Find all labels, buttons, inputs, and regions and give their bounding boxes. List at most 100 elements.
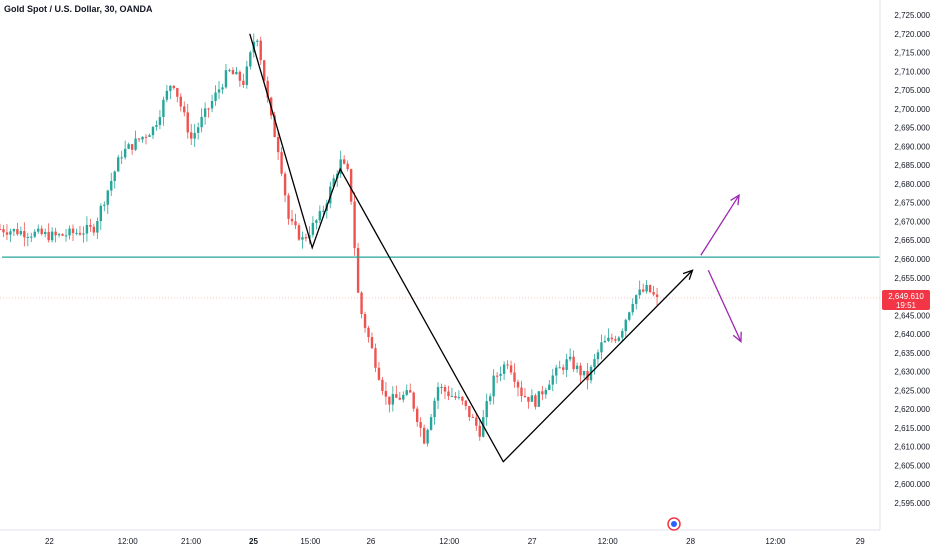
candle-body [127,144,130,149]
zigzag-arrowhead [682,269,694,280]
candle-body [450,396,454,398]
price-axis-label: 2,665.000 [894,236,930,245]
price-badge: 2,649.610 19:51 [882,290,930,311]
candle-body [16,229,19,235]
candle-body [492,375,495,397]
price-axis-label: 2,660.000 [894,255,930,264]
candle-body [391,394,395,405]
candle-body [548,384,551,390]
candle-body [436,387,440,401]
candle-body [527,396,530,402]
price-axis-label: 2,680.000 [894,180,930,189]
price-axis-label: 2,620.000 [894,405,930,414]
price-axis-label: 2,615.000 [894,424,930,433]
candle-body [33,231,36,237]
candle-body [120,157,123,159]
time-axis[interactable]: 22 12:00 21:00 25 15:00 26 12:00 27 12:00 28 12:00… [45,537,865,546]
candle-body [78,232,82,235]
candle-body [256,40,259,42]
candle-body [61,234,64,236]
candle-body [635,295,638,304]
candle-body [37,228,40,232]
candle-body [607,337,610,341]
candle-body [645,285,648,292]
price-axis-label: 2,635.000 [894,349,930,358]
candle-body [478,425,481,437]
candle-body [339,159,342,174]
candle-body [398,397,401,400]
candle-body [575,365,579,370]
candle-body [402,394,405,400]
candle-body [26,236,30,238]
candle-body [648,285,652,293]
candle-body [290,218,294,222]
candle-body [207,108,210,110]
candle-body [238,71,242,81]
price-axis-label: 2,700.000 [894,105,930,114]
candle-body [388,396,391,405]
candle-body [555,367,558,376]
candle-body [0,228,2,230]
candle-body [429,417,433,430]
candle-body [561,367,565,370]
candle-body [509,365,513,373]
candle-body [412,392,415,409]
candle-body [137,138,141,140]
candle-body [2,229,5,233]
events-icon[interactable] [667,517,681,531]
candle-body [551,375,554,385]
candle-body [631,303,634,313]
candle-body [186,112,189,133]
candle-body [621,331,624,338]
candle-body [516,381,520,388]
candle-body [374,348,377,368]
price-axis-label: 2,645.000 [894,311,930,320]
candle-body [485,401,488,418]
time-axis-label: 12:00 [439,537,460,546]
price-axis-label: 2,725.000 [894,11,930,20]
candle-body [367,327,370,338]
candle-body [534,395,537,407]
candle-body [82,233,85,235]
price-badge-price: 2,649.610 [888,292,924,301]
projection-down-line [707,269,742,342]
candle-body [443,386,447,392]
candle-body [123,148,127,158]
candle-body [322,210,325,212]
candle-body [502,364,506,374]
candle-body [71,228,75,234]
time-axis-label: 27 [528,537,537,546]
candle-body [544,389,548,395]
candle-body [433,400,436,418]
candle-body [273,115,276,138]
price-axis-panel [880,0,932,530]
price-axis-label: 2,695.000 [894,124,930,133]
candle-body [530,395,534,402]
candle-body [447,391,450,397]
candle-body [130,144,134,150]
time-axis-label: 12:00 [118,537,139,546]
candle-body [57,234,61,236]
candle-body [210,101,214,109]
candle-body [315,220,318,223]
candle-body [245,66,249,85]
candle-body [179,96,182,107]
price-axis-label: 2,605.000 [894,461,930,470]
candle-body [311,222,315,235]
time-axis-label: 25 [249,537,258,546]
candle-body [40,228,43,235]
candle-body [301,237,304,240]
candle-body [395,394,398,398]
candle-body [464,400,468,407]
candle-body [12,229,16,232]
candle-body [221,87,224,90]
candle-body [266,80,269,98]
price-axis-label: 2,610.000 [894,443,930,452]
candle-body [183,106,186,113]
candle-body [457,396,461,398]
price-badge-countdown: 19:51 [896,301,917,310]
candle-body [349,169,353,202]
time-axis-label: 22 [45,537,54,546]
candle-body [426,429,429,444]
